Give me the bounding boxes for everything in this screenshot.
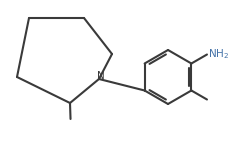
Text: N: N xyxy=(97,71,105,81)
Text: NH$_2$: NH$_2$ xyxy=(208,48,229,61)
